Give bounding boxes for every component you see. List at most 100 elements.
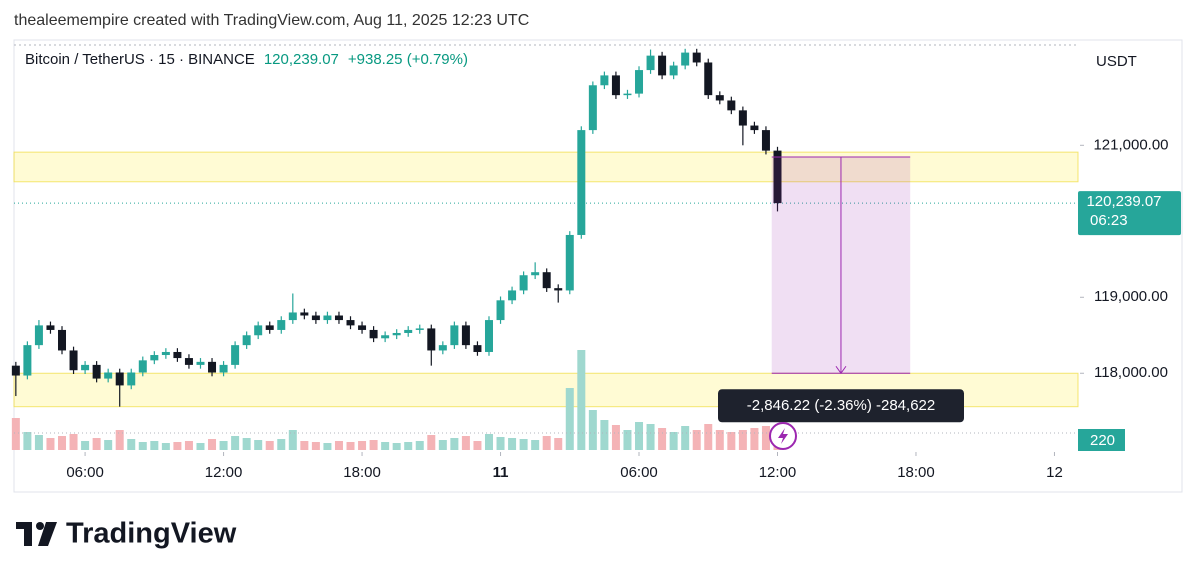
- candle-body: [461, 325, 470, 346]
- volume-bar: [208, 439, 217, 450]
- volume-bar: [669, 432, 678, 450]
- volume-bar: [392, 443, 401, 450]
- volume-bar: [242, 438, 251, 450]
- volume-bar: [138, 442, 147, 450]
- candle-body: [704, 62, 713, 96]
- candle-body: [288, 312, 297, 321]
- event-icon-bolt: [778, 428, 788, 444]
- x-tick-label: 06:00: [620, 464, 658, 481]
- volume-bar: [311, 442, 320, 450]
- y-tick-label: 121,000.00: [1093, 136, 1168, 153]
- volume-bar: [438, 440, 447, 450]
- candle-body: [34, 325, 43, 346]
- candle-body: [658, 55, 667, 76]
- volume-bar: [577, 350, 586, 450]
- volume-bar: [727, 432, 736, 450]
- candle-body: [577, 130, 586, 235]
- measure-label-box: [718, 389, 964, 423]
- candle-body: [588, 85, 597, 131]
- volume-bar: [196, 443, 205, 450]
- candle-body: [358, 325, 367, 330]
- x-tick-label: 12:00: [205, 464, 243, 481]
- candle-body: [242, 335, 251, 346]
- volume-bar: [623, 430, 632, 450]
- candle-body: [715, 95, 724, 101]
- volume-bar: [219, 441, 228, 450]
- candle-body: [415, 328, 424, 330]
- candle-body: [92, 364, 101, 379]
- volume-bar: [531, 440, 540, 450]
- volume-bar: [173, 442, 182, 450]
- y-tick-label: 118,000.00: [1094, 364, 1168, 381]
- volume-bar: [334, 441, 343, 450]
- volume-bar: [611, 425, 620, 450]
- candle-body: [265, 325, 274, 330]
- y-tick-label: 119,000.00: [1094, 288, 1168, 305]
- volume-bar: [404, 442, 413, 450]
- volume-bar: [300, 441, 309, 450]
- volume-bar: [519, 439, 528, 450]
- candle-body: [231, 345, 240, 365]
- price-box: [1078, 191, 1181, 236]
- volume-bar: [600, 420, 609, 450]
- volume-bar: [415, 441, 424, 450]
- candle-body: [750, 125, 759, 131]
- volume-bar: [461, 436, 470, 450]
- candle-body: [508, 290, 517, 301]
- x-tick-label: 12: [1046, 464, 1063, 481]
- candle-body: [323, 315, 332, 321]
- candle-body: [519, 275, 528, 291]
- volume-bar: [34, 435, 43, 450]
- x-tick-label: 18:00: [343, 464, 381, 481]
- candle-body: [623, 93, 632, 96]
- volume-bar: [508, 438, 517, 450]
- volume-bar: [127, 439, 136, 450]
- volume-bar: [46, 438, 55, 450]
- measure-label: -2,846.22 (-2.36%) -284,622: [747, 397, 935, 414]
- candle-body: [196, 361, 205, 365]
- volume-bar: [496, 437, 505, 450]
- candle-body: [184, 358, 193, 365]
- volume-bar: [115, 430, 124, 450]
- volume-bar: [150, 441, 159, 450]
- candle-body: [773, 150, 782, 204]
- volume-bar: [288, 430, 297, 450]
- volume-bar: [450, 438, 459, 450]
- volume-bar: [738, 430, 747, 450]
- candle-body: [600, 75, 609, 86]
- candle-body: [46, 325, 55, 330]
- candle-body: [669, 65, 678, 76]
- volume-bar: [58, 436, 67, 450]
- volume-bar: [715, 430, 724, 450]
- volume-bar: [427, 435, 436, 450]
- volume-bar: [104, 440, 113, 450]
- x-tick-label: 12:00: [759, 464, 797, 481]
- candle-body: [115, 372, 124, 386]
- volume-bar: [265, 441, 274, 450]
- volume-bar: [761, 426, 770, 450]
- candle-body: [727, 100, 736, 111]
- volume-bar: [554, 438, 563, 450]
- candle-body: [11, 365, 20, 376]
- volume-bar: [81, 441, 90, 450]
- candle-body: [427, 328, 436, 351]
- volume-bar: [681, 426, 690, 450]
- volume-bar: [588, 410, 597, 450]
- volume-bar: [750, 428, 759, 450]
- candle-body: [438, 345, 447, 351]
- countdown: 06:23: [1090, 212, 1128, 229]
- volume-bar: [565, 388, 574, 450]
- candle-body: [635, 70, 644, 94]
- header-change: +938.25 (+0.79%): [348, 51, 468, 68]
- volume-bar: [69, 434, 78, 450]
- price-box-label: 120,239.07: [1086, 193, 1161, 210]
- candle-body: [58, 329, 67, 351]
- candle-body: [761, 130, 770, 151]
- candle-body: [381, 335, 390, 339]
- candle-body: [611, 75, 620, 96]
- volume-bar: [323, 443, 332, 450]
- x-tick-label: 06:00: [66, 464, 104, 481]
- volume-bar: [646, 424, 655, 450]
- candle-body: [473, 345, 482, 352]
